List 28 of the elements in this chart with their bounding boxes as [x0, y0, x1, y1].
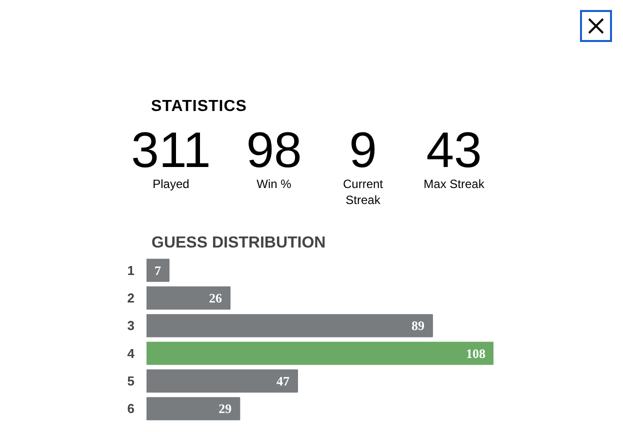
- data-label: 47: [276, 374, 290, 388]
- text: Win %: [256, 176, 292, 192]
- text: Played: [152, 176, 190, 192]
- text: 9: [348, 122, 378, 178]
- text: 43: [425, 122, 483, 178]
- y-tick-label: 6: [127, 401, 135, 416]
- data-label: 89: [411, 318, 425, 334]
- text: 98: [245, 122, 303, 178]
- bar: [146, 369, 298, 393]
- text: STATISTICS: [151, 97, 247, 117]
- y-tick-label: 5: [127, 374, 135, 388]
- text: Max Streak: [422, 176, 486, 192]
- y-tick-label: 3: [127, 318, 135, 334]
- bar: [146, 286, 231, 310]
- bar: [146, 397, 240, 420]
- bar: [146, 258, 170, 282]
- y-tick-label: 1: [127, 262, 135, 278]
- bar: [146, 342, 494, 365]
- chart-title: GUESS DISTRIBUTION: [152, 234, 326, 252]
- data-label: 29: [218, 401, 232, 416]
- data-label: 108: [466, 346, 486, 361]
- data-label: 7: [154, 262, 162, 278]
- text: Current Streak: [342, 176, 384, 208]
- text: 311: [130, 122, 212, 178]
- data-label: 26: [209, 290, 223, 306]
- bar: [146, 314, 433, 338]
- y-tick-label: 2: [127, 290, 135, 306]
- y-tick-label: 4: [127, 346, 136, 361]
